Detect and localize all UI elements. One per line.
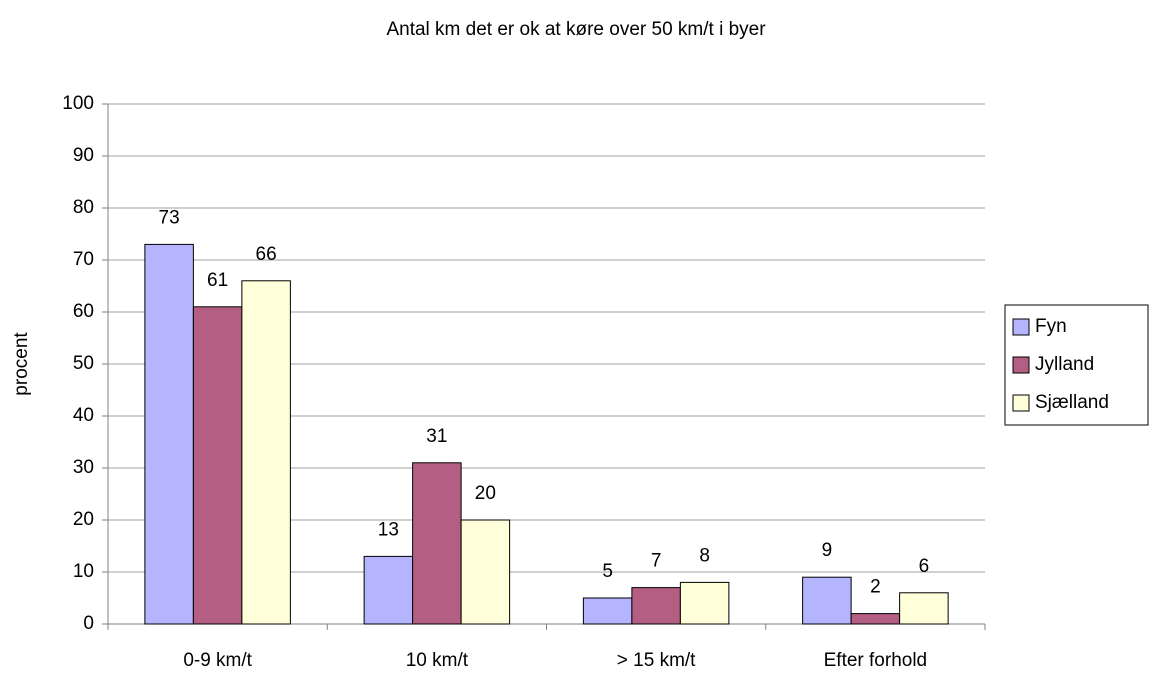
- y-tick-label: 70: [73, 249, 94, 270]
- bar: [802, 576, 852, 625]
- y-axis-label: procent: [11, 332, 32, 396]
- bar: [192, 306, 243, 625]
- x-tick-label: 0-9 km/t: [183, 650, 252, 671]
- data-label: 31: [426, 426, 447, 447]
- data-label: 7: [651, 551, 662, 572]
- legend-swatch: [1012, 394, 1030, 412]
- data-label: 5: [602, 561, 613, 582]
- data-label: 2: [870, 577, 881, 598]
- y-tick-label: 80: [73, 197, 94, 218]
- chart-title: Antal km det er ok at køre over 50 km/t …: [386, 19, 766, 40]
- y-tick-label: 60: [73, 301, 94, 322]
- data-label: 61: [207, 270, 228, 291]
- legend-label: Sjælland: [1035, 392, 1109, 413]
- bar: [144, 243, 194, 625]
- legend-label: Fyn: [1035, 316, 1067, 337]
- y-tick-label: 20: [73, 509, 94, 530]
- data-label: 73: [159, 207, 180, 228]
- bar: [850, 613, 901, 625]
- data-label: 9: [822, 540, 833, 561]
- bar: [631, 587, 681, 625]
- data-label: 66: [256, 244, 277, 265]
- x-tick-label: 10 km/t: [406, 650, 469, 671]
- y-tick-label: 30: [73, 457, 94, 478]
- bar: [679, 581, 730, 625]
- x-tick-label: > 15 km/t: [617, 650, 696, 671]
- bar: [899, 592, 949, 625]
- y-tick-label: 0: [83, 613, 94, 634]
- bar: [363, 555, 414, 625]
- y-tick-label: 90: [73, 145, 94, 166]
- legend-swatch: [1012, 318, 1030, 336]
- y-tick-label: 40: [73, 405, 94, 426]
- y-tick-label: 100: [62, 93, 94, 114]
- legend-swatch: [1012, 356, 1030, 374]
- data-label: 20: [475, 483, 496, 504]
- bar: [241, 280, 291, 625]
- data-label: 13: [378, 519, 399, 540]
- y-tick-label: 50: [73, 353, 94, 374]
- legend-label: Jylland: [1035, 354, 1094, 375]
- data-label: 8: [699, 545, 710, 566]
- x-tick-label: Efter forhold: [824, 650, 928, 671]
- bar: [412, 462, 462, 625]
- y-tick-label: 10: [73, 561, 94, 582]
- data-label: 6: [919, 556, 930, 577]
- bar: [582, 597, 633, 625]
- bar: [460, 519, 511, 625]
